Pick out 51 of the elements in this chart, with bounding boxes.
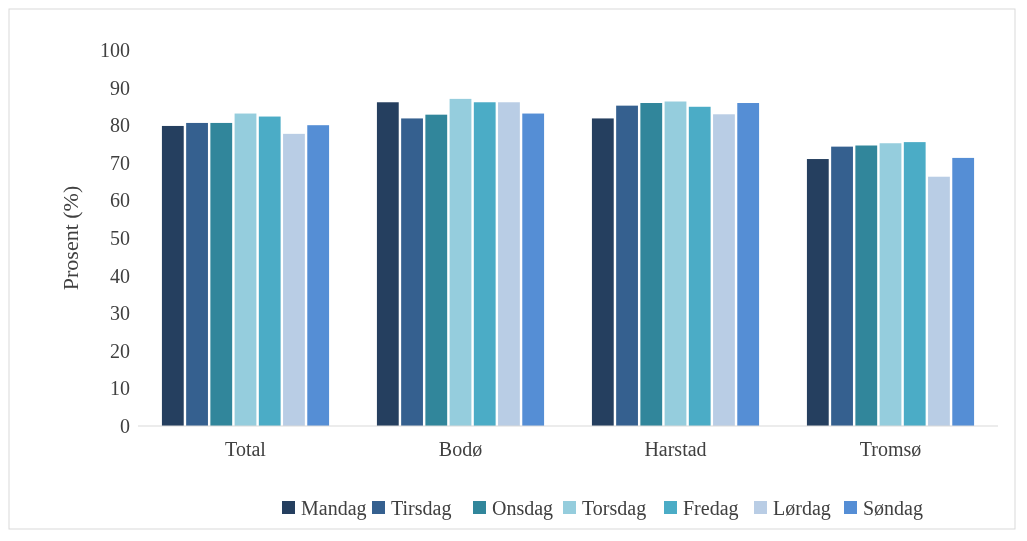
legend-label: Tirsdag [391, 497, 452, 520]
bar [831, 146, 853, 426]
y-axis-title: Prosent (%) [58, 185, 83, 291]
x-tick-label: Total [225, 438, 267, 460]
x-tick-label: Harstad [644, 438, 707, 460]
bar [161, 125, 184, 426]
y-tick-label: 10 [110, 377, 130, 400]
bar [234, 113, 257, 426]
y-tick-label: 80 [110, 114, 130, 137]
legend-label: Torsdag [582, 497, 647, 520]
y-tick-label: 50 [110, 227, 130, 249]
bar [903, 142, 926, 426]
y-tick-label: 70 [110, 151, 130, 174]
bar [640, 103, 663, 426]
bar [449, 98, 472, 426]
bar [473, 102, 496, 426]
bar [498, 102, 520, 426]
bar [307, 125, 330, 426]
bar [425, 114, 448, 426]
legend-label: Mandag [301, 497, 367, 520]
y-tick-label: 20 [110, 339, 130, 362]
y-tick-label: 90 [110, 76, 130, 99]
legend-label: Søndag [863, 497, 923, 520]
bar [879, 143, 902, 426]
bar [283, 133, 305, 426]
y-tick-label: 40 [110, 264, 130, 287]
bar [401, 118, 423, 426]
y-tick-label: 30 [110, 302, 130, 325]
bar [522, 113, 545, 426]
legend-label: Fredag [683, 497, 739, 520]
bar [210, 122, 233, 426]
bar [616, 105, 638, 426]
bar [737, 103, 760, 426]
y-tick-label: 0 [120, 415, 130, 437]
bar [855, 145, 878, 426]
bar [806, 159, 829, 426]
bar [591, 118, 614, 426]
y-tick-label: 60 [110, 189, 130, 212]
bar [664, 101, 687, 426]
x-tick-label: Bodø [438, 438, 483, 460]
bar [952, 157, 975, 426]
bar [928, 176, 950, 426]
bar [258, 116, 281, 426]
y-tick-label: 100 [100, 39, 130, 61]
legend-label: Lørdag [773, 497, 831, 520]
x-tick-label: Tromsø [859, 438, 922, 460]
bar [186, 122, 208, 426]
bar [713, 114, 735, 426]
legend-label: Onsdag [492, 497, 554, 520]
bar [376, 102, 399, 426]
bar [688, 106, 711, 426]
